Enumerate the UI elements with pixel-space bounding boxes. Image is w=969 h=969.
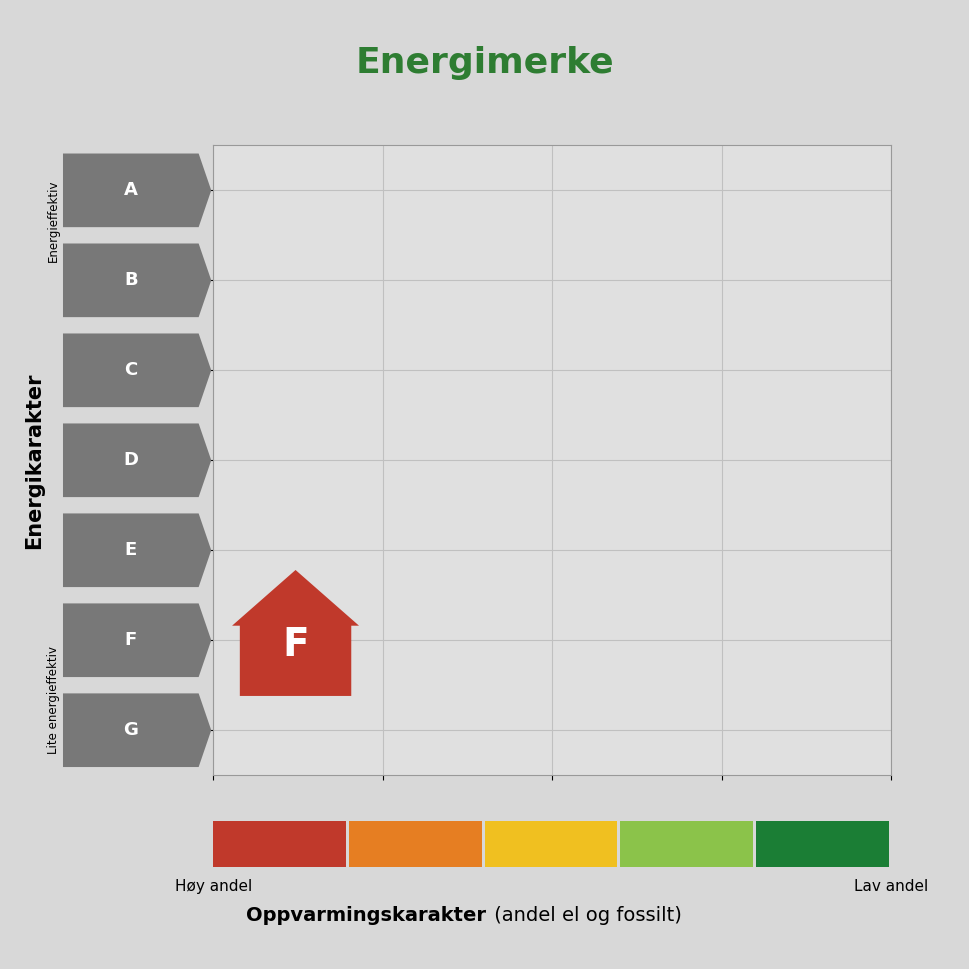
Text: Lite energieffektiv: Lite energieffektiv: [47, 645, 60, 754]
Text: E: E: [125, 542, 137, 559]
Text: Oppvarmingskarakter: Oppvarmingskarakter: [246, 906, 486, 925]
Text: F: F: [282, 626, 309, 664]
Text: Energimerke: Energimerke: [356, 46, 613, 80]
Text: Energikarakter: Energikarakter: [24, 372, 44, 548]
Text: G: G: [123, 721, 139, 739]
Text: B: B: [124, 271, 138, 290]
Text: Lav andel: Lav andel: [855, 879, 928, 894]
Text: A: A: [124, 181, 138, 200]
Text: D: D: [123, 452, 139, 469]
Text: Energieffektiv: Energieffektiv: [47, 179, 60, 263]
Text: Høy andel: Høy andel: [174, 879, 252, 894]
Text: F: F: [125, 631, 137, 649]
Text: C: C: [124, 361, 138, 379]
Text: (andel el og fossilt): (andel el og fossilt): [488, 906, 682, 925]
